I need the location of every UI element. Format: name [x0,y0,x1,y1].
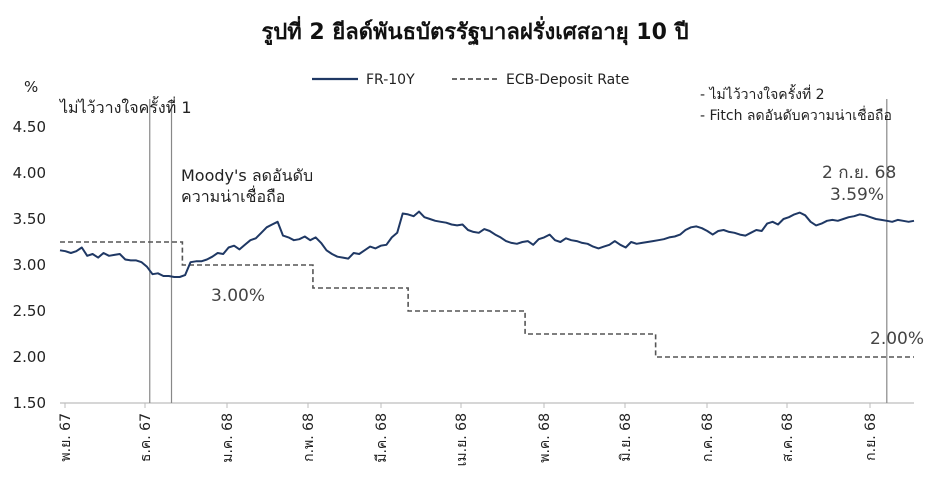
x-tick-label: ม.ค. 68 [220,413,236,463]
annotation-fitch: - Fitch ลดอันดับความน่าเชื่อถือ [700,106,892,124]
annotation-no-confidence-1: ไม่ไว้วางใจครั้งที่ 1 [58,96,192,117]
y-axis-unit: % [24,78,38,96]
x-tick-label: มิ.ย. 68 [618,413,634,462]
legend-label-fr10y: FR-10Y [366,72,415,88]
x-tick-label: ก.พ. 68 [301,413,317,462]
x-tick-label: พ.ค. 68 [537,413,553,463]
annotation-no-confidence-2: - ไม่ไว้วางใจครั้งที่ 2 [700,84,825,103]
ecb-step-line [60,241,914,358]
ecb-deposit-rate-series [60,241,914,358]
y-tick-label: 4.50 [13,118,46,136]
chart-title: รูปที่ 2 ยีลด์พันธบัตรรัฐบาลฝรั่งเศสอายุ… [261,20,689,45]
legend-label-ecb: ECB-Deposit Rate [506,72,629,88]
fr10y-series-line [59,210,915,278]
annotation-rate-200: 2.00% [870,329,924,349]
x-tick-label: มี.ค. 68 [374,413,390,463]
annotation-moodys-line1: Moody's ลดอันดับ [181,166,313,185]
y-tick-label: 2.50 [13,302,46,320]
x-tick-label: เม.ย. 68 [454,413,470,466]
x-tick-label: ธ.ค. 67 [138,413,154,462]
annotation-latest-date: 2 ก.ย. 68 [822,163,896,183]
x-tick-label: ก.ย. 68 [863,413,879,461]
x-tick-label: ก.ค. 68 [700,413,716,462]
annotation-latest-value: 3.59% [830,185,884,205]
event-lines [149,99,888,403]
legend: FR-10Y ECB-Deposit Rate [312,72,629,88]
y-tick-label: 3.00 [13,256,46,274]
x-tick-label: พ.ย. 67 [58,413,74,462]
annotation-moodys-line2: ความน่าเชื่อถือ [181,185,285,206]
y-tick-label: 4.00 [13,164,46,182]
y-axis: 4.50 4.00 3.50 3.00 2.50 2.00 1.50 [13,118,46,412]
y-tick-label: 1.50 [13,394,46,412]
annotation-rate-300: 3.00% [211,286,265,306]
x-tick-label: ส.ค. 68 [780,413,796,462]
x-axis: พ.ย. 67 ธ.ค. 67 ม.ค. 68 ก.พ. 68 มี.ค. 68 เม.ย… [58,402,914,466]
y-tick-label: 3.50 [13,210,46,228]
y-tick-label: 2.00 [13,348,46,366]
